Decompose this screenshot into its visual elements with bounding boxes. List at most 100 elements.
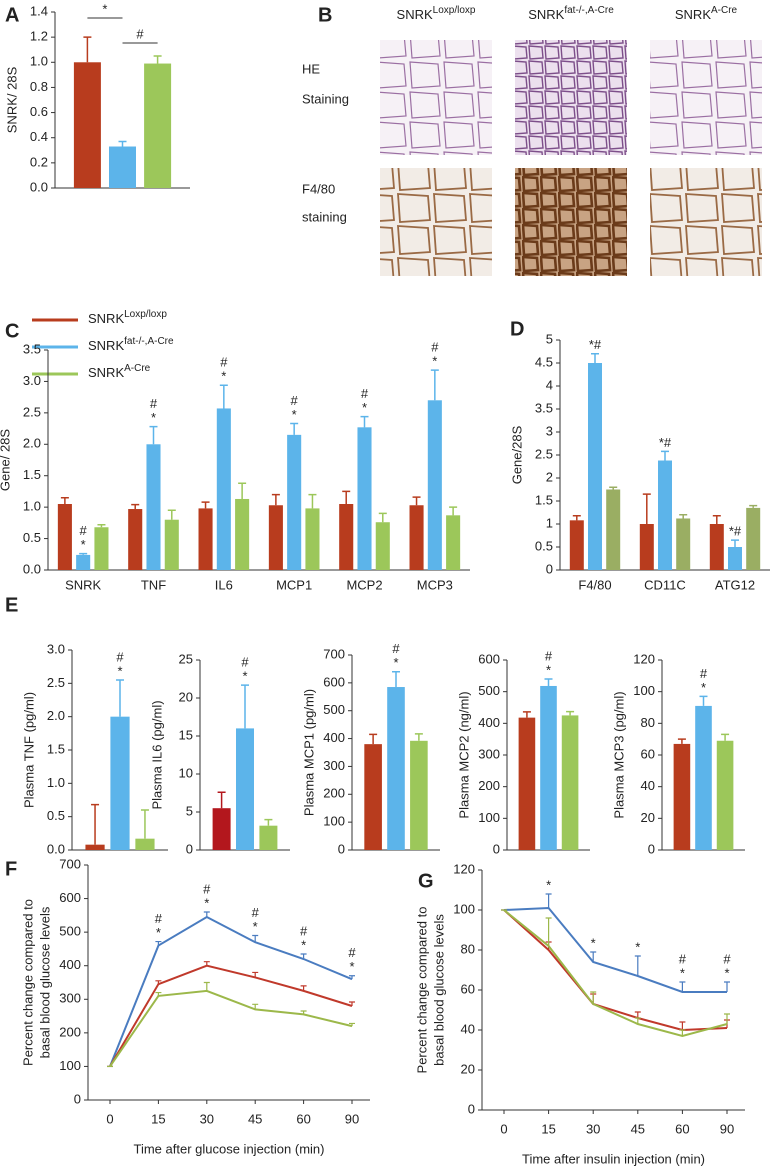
label-text: SNRK [675,7,711,22]
bar [518,717,536,850]
y-tick-label: 120 [633,651,655,666]
x-tick-label: 0 [106,1111,113,1126]
y-tick-label: 0 [648,841,655,856]
bar [135,838,155,850]
y-tick-label: 0.5 [535,538,553,553]
error-bar [241,684,249,729]
y-tick-label: 400 [59,957,81,972]
y-tick-label: 1.0 [23,499,41,514]
error-bar [349,1022,355,1027]
y-tick-label: 1.5 [47,741,65,756]
y-tick-label: 200 [478,778,500,793]
column-label: SNRKfat-/-,A-Cre [528,5,614,23]
y-tick-label: 3 [546,423,553,438]
x-axis-title: Time after insulin injection (min) [522,1151,705,1166]
y-tick-label: 1.0 [30,54,48,69]
x-tick-label: MCP3 [417,577,453,592]
significance-mark: # [723,951,731,966]
bar [287,434,302,570]
legend-label: SNRKLoxp/loxp [88,309,167,327]
error-bar [634,1017,641,1024]
histology-image [380,40,492,155]
label-text: SNRK [528,7,564,22]
y-tick-label: 40 [461,1021,475,1036]
error-bar [522,711,531,718]
y-axis-title: Plasma MCP1 (pg/ml) [301,689,316,816]
x-tick-label: 60 [296,1111,310,1126]
label-text: SNRK [397,7,433,22]
y-tick-label: 4.5 [535,354,553,369]
error-bar [300,985,307,991]
y-axis-title: basal blood glucose levels [37,906,52,1058]
x-tick-label: 15 [151,1111,165,1126]
significance-mark: * [362,400,367,415]
bar [375,522,390,570]
error-bar [378,512,387,523]
bar [709,524,724,570]
y-tick-label: 200 [59,1024,81,1039]
y-axis-title: Plasma IL6 (pg/ml) [149,700,164,809]
error-bar [360,415,369,428]
x-tick-label: 15 [541,1121,555,1136]
bar [409,505,424,570]
y-tick-label: 0.6 [30,104,48,119]
panel-label: D [510,318,524,340]
bar [94,527,109,570]
error-bar [271,493,280,506]
error-bar [155,980,162,985]
x-tick-label: 45 [631,1121,645,1136]
y-tick-label: 20 [179,689,193,704]
y-tick-label: 1.0 [47,775,65,790]
y-tick-label: 600 [323,674,345,689]
y-axis-title: Gene/ 28S [0,429,12,491]
error-bar [544,678,553,686]
y-tick-label: 700 [59,856,81,871]
y-tick-label: 80 [461,941,475,956]
y-tick-label: 1.5 [535,492,553,507]
error-bar [679,981,686,992]
y-tick-label: 3.5 [535,400,553,415]
error-bar [97,523,106,528]
significance-mark: * [591,935,596,950]
bar [85,844,105,850]
bar [588,363,602,570]
error-bar [118,140,127,147]
y-tick-label: 2.0 [47,708,65,723]
error-bar [83,36,92,63]
error-bar [308,493,317,509]
y-tick-label: 500 [59,924,81,939]
error-bar [661,450,669,461]
significance-mark: * [635,939,640,954]
x-tick-label: TNF [141,577,166,592]
y-tick-label: 300 [478,746,500,761]
y-tick-label: 0.0 [30,179,48,194]
significance-mark: * [701,680,706,695]
significance-mark: * [432,354,437,369]
significance-mark: * [724,965,729,980]
significance-mark: * [680,965,685,980]
bar [128,509,143,570]
bar [109,146,136,188]
y-tick-label: 100 [478,810,500,825]
significance-mark: * [253,919,258,934]
y-tick-label: 60 [641,746,655,761]
histology-image [515,40,627,155]
significance-mark: * [117,663,122,678]
y-tick-label: 0.0 [47,841,65,856]
significance-mark: * [393,655,398,670]
label-superscript: Loxp/loxp [433,5,476,16]
y-axis-title: Gene/28S [509,425,524,484]
error-bar [749,504,758,508]
y-tick-label: 0.5 [23,530,41,545]
bar [728,547,742,570]
error-bar [699,695,708,706]
significance-mark: # [348,945,356,960]
bar [540,685,557,850]
panel-label: F [5,858,17,880]
y-tick-label: 3.0 [23,373,41,388]
y-tick-label: 2.5 [23,404,41,419]
bar [57,504,72,570]
y-tick-label: 500 [478,683,500,698]
y-tick-label: 500 [323,702,345,717]
